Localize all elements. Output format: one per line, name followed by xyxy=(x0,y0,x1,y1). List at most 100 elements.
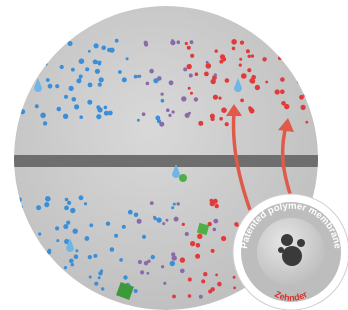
molecule-dot xyxy=(255,85,260,90)
green-particle xyxy=(179,174,187,182)
molecule-dot xyxy=(15,70,18,73)
molecule-dot xyxy=(110,247,115,252)
molecule-dot xyxy=(168,114,171,117)
molecule-dot xyxy=(163,282,166,285)
molecule-dot xyxy=(225,78,230,83)
molecule-dot xyxy=(142,112,146,116)
molecule-dot xyxy=(204,72,209,77)
molecule-dot xyxy=(85,236,90,241)
molecule-dot xyxy=(108,111,113,116)
molecule-dot xyxy=(134,289,138,293)
molecule-dot xyxy=(159,122,164,127)
molecule-dot xyxy=(123,275,127,279)
molecule-dot xyxy=(190,54,194,58)
molecule-dot xyxy=(94,282,98,286)
molecule-dot xyxy=(161,265,164,268)
molecule-dot xyxy=(64,266,67,269)
molecule-dot xyxy=(52,263,57,268)
molecule-dot xyxy=(46,78,50,82)
molecule-dot xyxy=(231,39,237,45)
molecule-dot xyxy=(206,63,212,69)
molecule-dot xyxy=(137,119,140,122)
molecule-dot xyxy=(93,60,98,65)
molecule-dot xyxy=(67,201,71,205)
molecule-dot xyxy=(190,40,194,44)
molecule-dot xyxy=(299,95,304,100)
molecule-dot xyxy=(71,263,74,266)
molecule-dot xyxy=(101,287,104,290)
molecule-dot xyxy=(101,46,106,51)
molecule-dot xyxy=(93,254,97,258)
molecule-dot xyxy=(240,99,244,103)
molecule-dot xyxy=(98,276,101,279)
molecule-dot xyxy=(55,84,59,88)
molecule-dot xyxy=(301,41,305,45)
molecule-dot xyxy=(147,272,150,275)
molecule-dot xyxy=(195,72,199,76)
molecule-dot xyxy=(215,204,219,208)
molecule-dot xyxy=(88,255,92,259)
molecule-dot xyxy=(213,228,217,232)
molecule-dot xyxy=(169,80,174,85)
molecule-dot xyxy=(87,100,92,105)
molecule-dot xyxy=(97,107,102,112)
molecule-dot xyxy=(185,42,188,45)
molecule-dot xyxy=(140,270,144,274)
molecule-dot xyxy=(39,248,43,252)
molecule-dot xyxy=(221,236,226,241)
molecule-dot xyxy=(232,47,236,51)
molecule-dot xyxy=(21,217,25,221)
molecule-dot xyxy=(203,272,207,276)
molecule-dot xyxy=(109,48,114,53)
molecule-dot xyxy=(25,72,30,77)
molecule-dot xyxy=(31,261,35,265)
molecule-dot xyxy=(69,259,74,264)
molecule-dot xyxy=(60,65,64,69)
molecule-dot xyxy=(40,113,46,119)
molecule-dot xyxy=(99,77,104,82)
molecule-dot xyxy=(18,61,22,65)
molecule-dot xyxy=(149,69,154,74)
molecule-dot xyxy=(198,121,203,126)
molecule-dot xyxy=(172,110,175,113)
molecule-dot xyxy=(87,293,92,298)
illustration: Patented polymer membrane Zehnder xyxy=(0,0,348,310)
icon-molecule xyxy=(281,234,293,246)
molecule-dot xyxy=(173,203,176,206)
molecule-dot xyxy=(161,93,164,96)
molecule-dot xyxy=(201,279,205,283)
molecule-dot xyxy=(122,225,126,229)
molecule-dot xyxy=(161,99,165,103)
molecule-dot xyxy=(183,67,187,71)
molecule-dot xyxy=(36,205,41,210)
molecule-dot xyxy=(79,75,83,79)
molecule-dot xyxy=(63,224,68,229)
molecule-dot xyxy=(118,70,122,74)
molecule-dot xyxy=(187,64,192,69)
molecule-dot xyxy=(57,107,62,112)
icon-molecule xyxy=(282,246,302,266)
page: Patented polymer membrane Zehnder (() =>… xyxy=(0,0,348,310)
molecule-dot xyxy=(189,74,193,78)
molecule-dot xyxy=(104,106,108,110)
molecule-dot xyxy=(214,73,217,76)
molecule-dot xyxy=(30,286,34,290)
molecule-dot xyxy=(177,202,180,205)
molecule-dot xyxy=(239,58,242,61)
molecule-dot xyxy=(85,67,89,71)
molecule-dot xyxy=(43,121,47,125)
molecule-dot xyxy=(218,97,221,100)
molecule-dot xyxy=(172,295,176,299)
molecule-dot xyxy=(275,89,280,94)
molecule-dot xyxy=(71,68,75,72)
molecule-dot xyxy=(89,223,93,227)
molecule-dot xyxy=(197,234,202,239)
molecule-dot xyxy=(166,108,170,112)
molecule-dot xyxy=(64,95,68,99)
molecule-dot xyxy=(126,57,129,60)
molecule-dot xyxy=(162,222,165,225)
molecule-dot xyxy=(241,73,247,79)
molecule-dot xyxy=(187,46,191,50)
molecule-dot xyxy=(89,276,92,279)
molecule-dot xyxy=(265,81,268,84)
